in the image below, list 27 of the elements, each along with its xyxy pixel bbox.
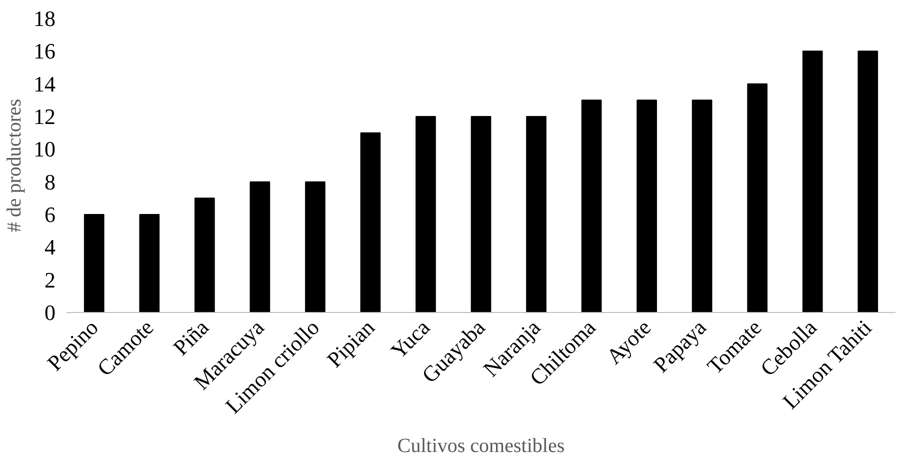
y-tick-label: 2 [44, 267, 56, 292]
y-tick-label: 8 [44, 169, 56, 194]
y-tick-label: 0 [44, 300, 56, 325]
bar [360, 132, 381, 312]
y-tick-label: 16 [34, 38, 56, 64]
y-tick-label: 12 [34, 104, 56, 129]
bar [416, 116, 436, 312]
bar [581, 100, 602, 312]
y-tick-label: 14 [34, 71, 56, 96]
y-tick-label: 6 [44, 202, 56, 227]
bar [747, 83, 768, 312]
bar [305, 181, 326, 312]
bar [194, 198, 215, 312]
y-tick-label: 10 [34, 136, 56, 162]
bar [858, 50, 878, 312]
bar [526, 116, 546, 312]
bar [139, 214, 160, 312]
x-axis-title: Cultivos comestibles [397, 435, 565, 458]
bar [692, 100, 712, 312]
bar [250, 181, 270, 312]
y-axis-title: # de productores [4, 98, 26, 232]
bar [84, 214, 104, 312]
bar [470, 116, 492, 312]
y-tick-label: 18 [34, 6, 56, 31]
bar [802, 50, 823, 312]
bar [636, 100, 657, 312]
y-tick-label: 4 [44, 234, 56, 260]
